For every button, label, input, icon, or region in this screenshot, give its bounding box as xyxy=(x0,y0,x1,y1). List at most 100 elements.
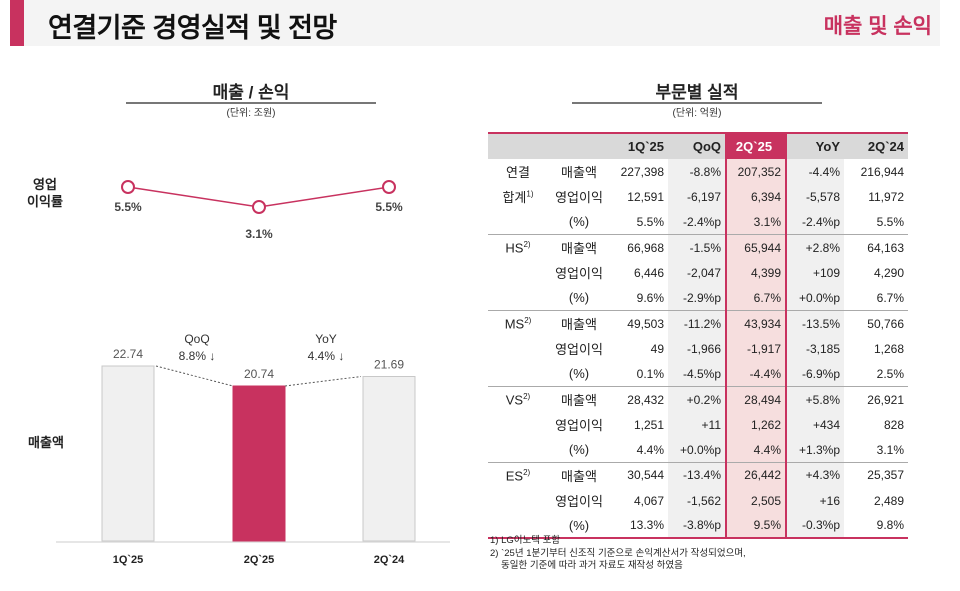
segment-cell: HS2) xyxy=(488,234,548,261)
value-cell: 43,934 xyxy=(725,310,787,337)
value-cell: -3,185 xyxy=(786,336,844,362)
x-tick-label: 2Q`24 xyxy=(374,554,405,566)
value-cell: 50,766 xyxy=(844,310,908,337)
value-cell: 5.5% xyxy=(876,214,904,229)
margin-label: 5.5% xyxy=(375,200,403,214)
value-cell: +1.3%p xyxy=(786,437,844,463)
value-cell: +109 xyxy=(786,260,844,286)
value-cell: +0.0%p xyxy=(668,437,726,463)
table-row: (%) 0.1% -4.5%p -4.4% -6.9%p 2.5% xyxy=(488,361,908,387)
change-annotation-value: 8.8% ↓ xyxy=(179,349,216,363)
x-tick-label: 2Q`25 xyxy=(244,554,275,566)
col-header: 2Q`24 xyxy=(844,132,908,159)
value-cell: 5.5% xyxy=(636,214,664,229)
value-cell: -5,578 xyxy=(786,184,844,210)
footnote: 1) LG이노텍 포함 xyxy=(490,535,561,546)
segment-cell xyxy=(488,260,548,285)
margin-label: 영업 이익률 xyxy=(20,176,70,210)
table-row: 영업이익 49 -1,966 -1,917 -3,185 1,268 xyxy=(488,336,908,362)
value-cell: 9.6% xyxy=(636,290,664,305)
metric-cell: (%) xyxy=(568,290,590,306)
metric-cell: 매출액 xyxy=(548,462,610,488)
yoy-connector xyxy=(284,376,362,387)
col-header: YoY xyxy=(786,132,844,159)
bar-value-label: 21.69 xyxy=(374,358,404,372)
value-cell: 2,489 xyxy=(873,493,904,508)
metric-cell: 영업이익 xyxy=(555,418,603,434)
left-title-rule xyxy=(126,102,376,104)
value-cell: +4.3% xyxy=(786,462,844,488)
value-cell: 49 xyxy=(650,341,664,356)
table-row: 합계1) 영업이익 12,591 -6,197 6,394 -5,578 11,972 xyxy=(488,184,908,210)
metric-cell: 영업이익 xyxy=(555,266,603,282)
value-cell: 26,921 xyxy=(844,386,908,412)
value-cell: 13.3% xyxy=(610,513,668,540)
value-cell: -1,917 xyxy=(725,336,787,362)
table-row: VS2) 매출액 28,432 +0.2% 28,494 +5.8% 26,921 xyxy=(488,386,908,412)
value-cell: -6.9%p xyxy=(786,361,844,387)
margin-label: 5.5% xyxy=(114,200,142,214)
value-cell: -13.5% xyxy=(786,310,844,337)
segment-cell: ES2) xyxy=(488,462,548,488)
value-cell: -1.5% xyxy=(668,234,726,261)
value-cell: 828 xyxy=(883,417,904,432)
value-cell: -4.5%p xyxy=(668,361,726,387)
sales-bar xyxy=(232,385,286,542)
right-title-rule xyxy=(572,102,822,104)
value-cell: 0.1% xyxy=(636,366,664,381)
value-cell: 227,398 xyxy=(620,164,664,179)
x-tick-label: 1Q`25 xyxy=(113,554,144,566)
table-row: (%) 9.6% -2.9%p 6.7% +0.0%p 6.7% xyxy=(488,285,908,311)
value-cell: 12,591 xyxy=(627,189,664,204)
margin-label: 3.1% xyxy=(245,227,273,241)
value-cell: 9.5% xyxy=(725,513,787,540)
segment-cell: 합계1) xyxy=(488,184,548,209)
value-cell: 28,432 xyxy=(610,386,668,412)
value-cell: 30,544 xyxy=(610,462,668,488)
value-cell: 4,290 xyxy=(873,265,904,280)
segment-footnote-ref: 2) xyxy=(523,391,531,401)
col-header: 2Q`25 xyxy=(725,132,787,159)
value-cell: 4,399 xyxy=(725,260,787,286)
left-panel-title: 매출 / 손익 xyxy=(212,83,290,102)
value-cell: -4.4% xyxy=(725,361,787,387)
footnote: 2) `25년 1분기부터 신조직 기준으로 손익계산서가 작성되었으며, xyxy=(490,547,746,559)
segment-cell: 연결 xyxy=(488,159,548,184)
segment-cell: VS2) xyxy=(488,386,548,412)
segment-cell xyxy=(488,437,548,462)
segment-name: 연결 xyxy=(506,165,530,181)
title-bar xyxy=(10,0,940,46)
value-cell: 216,944 xyxy=(860,164,904,179)
segment-name: MS xyxy=(504,316,525,332)
value-cell: -11.2% xyxy=(668,310,726,337)
value-cell: 4.4% xyxy=(725,437,787,463)
segment-name: VS xyxy=(505,392,524,408)
value-cell: -8.8% xyxy=(668,159,726,185)
value-cell: +0.2% xyxy=(668,386,726,412)
table-row: 연결 매출액 227,398 -8.8% 207,352 -4.4% 216,944 xyxy=(488,159,908,185)
value-cell: +11 xyxy=(668,411,726,438)
value-cell: 1,251 xyxy=(633,417,664,432)
metric-cell: (%) xyxy=(568,214,590,230)
value-cell: 4,067 xyxy=(633,493,664,508)
segment-cell xyxy=(488,513,548,540)
table-row: 영업이익 6,446 -2,047 4,399 +109 4,290 xyxy=(488,260,908,286)
footnotes: 1) LG이노텍 포함 2) `25년 1분기부터 신조직 기준으로 손익계산서… xyxy=(490,535,746,573)
value-cell: 26,442 xyxy=(725,462,787,488)
segment-cell: MS2) xyxy=(488,310,548,337)
value-cell: 2.5% xyxy=(876,366,904,381)
segment-name: HS xyxy=(505,240,524,256)
margin-label-line1: 영업 xyxy=(33,177,57,192)
value-cell: -1,966 xyxy=(668,336,726,362)
margin-point xyxy=(252,200,266,214)
change-annotation-label: QoQ xyxy=(184,332,209,346)
segment-name: 합계 xyxy=(502,190,527,206)
change-annotation-value: 4.4% ↓ xyxy=(308,349,345,363)
metric-cell: (%) xyxy=(568,366,590,382)
value-cell: +434 xyxy=(786,411,844,438)
value-cell: -6,197 xyxy=(668,184,726,210)
value-cell: 25,357 xyxy=(844,462,908,488)
value-cell: -1,562 xyxy=(668,487,726,514)
right-panel-title: 부문별 실적 xyxy=(655,83,739,102)
page-title: 연결기준 경영실적 및 전망 xyxy=(48,13,337,43)
